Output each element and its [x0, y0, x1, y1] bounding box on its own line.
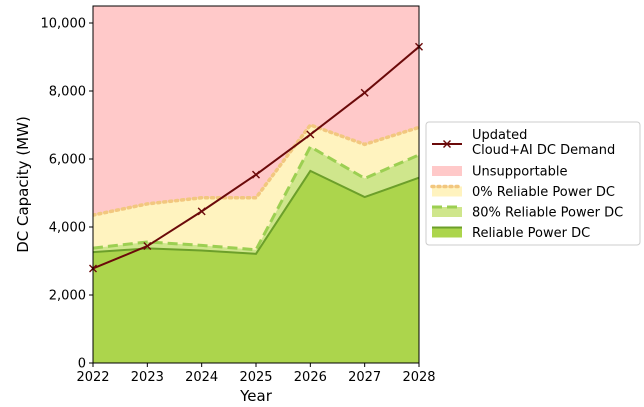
legend-swatch-eighty_reliable [432, 207, 462, 217]
legend-swatch-zero_reliable [432, 186, 462, 197]
x-axis: 2022 2023 2024 2025 2026 2027 2028 [76, 363, 436, 385]
demand-point-2026 [306, 130, 315, 139]
legend-box [425, 121, 641, 246]
legend-demand-label: Cloud+AI DC Demand [472, 143, 615, 158]
y-axis: 0 2,000 4,000 6,000 8,000 10,000 [41, 17, 93, 372]
legend-demand-label: Updated [472, 128, 527, 143]
legend-demand-marker [443, 140, 451, 148]
legend-label-reliable: Reliable Power DC [472, 226, 590, 241]
x-tick-label: 2026 [294, 370, 327, 385]
eighty-reliable-line [93, 144, 419, 252]
demand-markers [89, 42, 423, 273]
y-tick-label: 0 [78, 357, 86, 372]
x-tick-label: 2022 [76, 370, 109, 385]
y-tick-label: 4,000 [49, 221, 86, 236]
zero-reliable-area [93, 125, 419, 250]
legend-swatch-unsupportable [432, 166, 462, 176]
x-tick-label: 2028 [402, 370, 435, 385]
reliable-line [93, 169, 419, 255]
x-tick-label: 2025 [239, 370, 272, 385]
y-tick-label: 6,000 [49, 153, 86, 168]
y-tick-label: 10,000 [41, 17, 87, 32]
zero-reliable-line [93, 122, 419, 217]
legend-label-zero_reliable: 0% Reliable Power DC [472, 185, 615, 200]
x-axis-label: Year [239, 387, 273, 405]
demand-point-2023 [143, 242, 152, 251]
unsupportable-area [93, 6, 419, 216]
x-tick-label: 2024 [185, 370, 218, 385]
x-tick-label: 2023 [131, 370, 164, 385]
y-axis-label: DC Capacity (MW) [14, 116, 32, 253]
demand-point-2025 [252, 170, 260, 179]
x-tick-label: 2027 [348, 370, 381, 385]
plot-areas [93, 6, 419, 363]
demand-point-2027 [360, 88, 369, 97]
reliable-area [93, 170, 419, 363]
eighty-reliable-area [93, 146, 419, 254]
y-tick-label: 2,000 [49, 289, 86, 304]
legend-label-eighty_reliable: 80% Reliable Power DC [472, 206, 623, 221]
y-tick-label: 8,000 [49, 85, 86, 100]
legend-swatch-reliable [432, 227, 462, 238]
legend-label-unsupportable: Unsupportable [472, 165, 568, 180]
demand-point-2024 [197, 207, 206, 216]
